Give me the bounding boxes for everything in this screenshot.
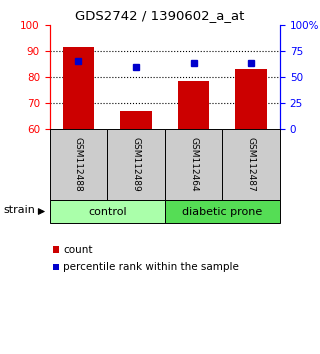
Bar — [120, 111, 152, 129]
Text: percentile rank within the sample: percentile rank within the sample — [63, 262, 239, 272]
Text: diabetic prone: diabetic prone — [182, 206, 262, 217]
Text: GSM112464: GSM112464 — [189, 137, 198, 192]
Text: GDS2742 / 1390602_a_at: GDS2742 / 1390602_a_at — [75, 9, 245, 22]
Text: GSM112487: GSM112487 — [247, 137, 256, 192]
Text: control: control — [88, 206, 126, 217]
Text: GSM112488: GSM112488 — [74, 137, 83, 192]
Bar — [236, 69, 267, 129]
Text: strain: strain — [3, 205, 35, 215]
Text: count: count — [63, 245, 93, 255]
Bar — [178, 81, 210, 129]
Text: GSM112489: GSM112489 — [132, 137, 140, 192]
Bar — [63, 47, 94, 129]
